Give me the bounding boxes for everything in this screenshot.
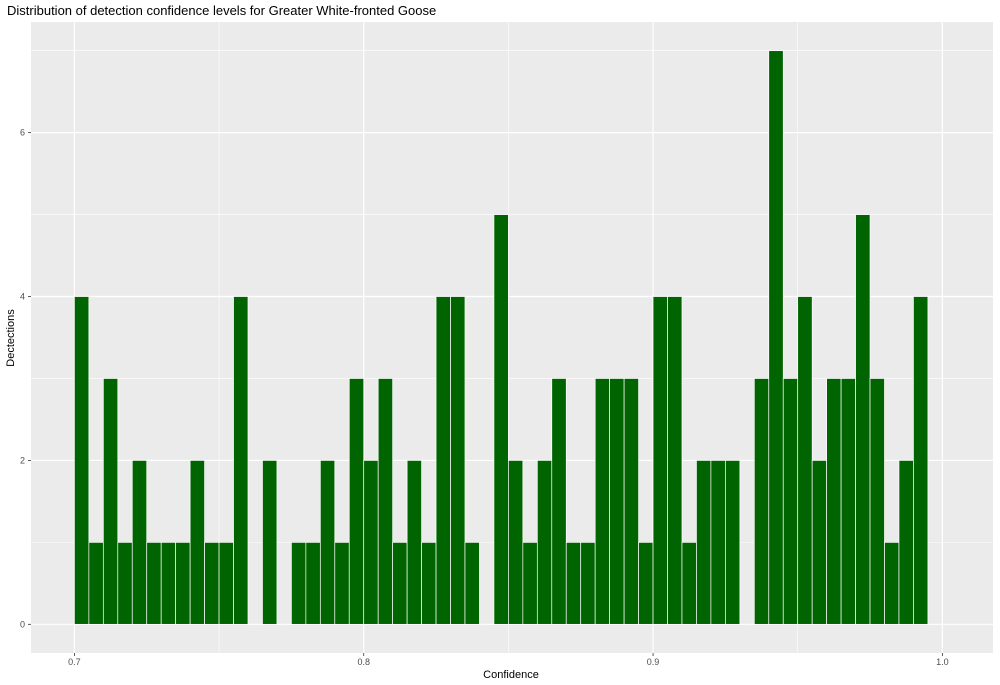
- histogram-bar: [102, 378, 119, 625]
- histogram-bar: [204, 542, 220, 625]
- histogram-bar: [667, 296, 683, 625]
- x-axis-ticks: 0.7 0.8 0.9 1.0: [68, 653, 949, 667]
- y-axis-label: Dectections: [5, 309, 17, 367]
- x-axis-label: Confidence: [483, 669, 539, 681]
- histogram-bar: [406, 460, 422, 625]
- histogram-bar: [840, 378, 856, 625]
- histogram-bar: [464, 542, 480, 625]
- histogram-bar: [233, 296, 249, 625]
- histogram-bar: [88, 542, 104, 625]
- histogram-bar: [117, 542, 133, 625]
- histogram-bar: [493, 214, 509, 625]
- histogram-bar: [696, 460, 712, 625]
- histogram-bar: [753, 378, 770, 625]
- histogram-bar: [869, 378, 885, 625]
- histogram-bar: [175, 542, 191, 625]
- histogram-bar: [291, 542, 307, 625]
- histogram-bar: [262, 460, 278, 625]
- x-tick-label: 0.9: [647, 657, 660, 667]
- chart-title: Distribution of detection confidence lev…: [7, 3, 436, 18]
- y-tick-label: 6: [20, 128, 25, 138]
- histogram-bar: [884, 542, 900, 625]
- histogram-bar: [363, 460, 379, 625]
- histogram-bar: [319, 460, 336, 625]
- histogram-bar: [536, 460, 553, 625]
- x-tick-label: 0.8: [357, 657, 370, 667]
- histogram-bar: [898, 460, 914, 625]
- histogram-bar: [160, 542, 177, 625]
- histogram-bar: [797, 296, 813, 625]
- histogram-bar: [782, 378, 799, 625]
- histogram-bar: [74, 296, 90, 625]
- histogram-bar: [623, 378, 639, 625]
- histogram-bar: [580, 542, 596, 625]
- histogram-bar: [435, 296, 451, 625]
- x-tick-label: 0.7: [68, 657, 81, 667]
- y-tick-label: 4: [20, 292, 25, 302]
- histogram-bar: [826, 378, 842, 625]
- histogram-bar: [609, 378, 625, 625]
- x-tick-label: 1.0: [936, 657, 949, 667]
- histogram-bar: [565, 542, 582, 625]
- histogram-bar: [131, 460, 148, 625]
- y-tick-label: 2: [20, 455, 25, 465]
- histogram-bar: [218, 542, 234, 625]
- histogram-bar: [377, 378, 394, 625]
- histogram-bar: [348, 378, 365, 625]
- histogram-bar: [392, 542, 408, 625]
- histogram-bar: [522, 542, 538, 625]
- histogram-bar: [305, 542, 321, 625]
- histogram-bar: [638, 542, 654, 625]
- histogram-bar: [855, 214, 871, 625]
- bars: [74, 50, 929, 625]
- histogram-bar: [551, 378, 567, 625]
- histogram-bar: [450, 296, 466, 625]
- histogram-bar: [334, 542, 350, 625]
- histogram-bar: [189, 460, 205, 625]
- histogram-bar: [710, 460, 726, 625]
- y-axis-ticks: 0 2 4 6: [20, 128, 31, 629]
- histogram-bar: [508, 460, 524, 625]
- histogram-bar: [421, 542, 437, 625]
- histogram-bar: [146, 542, 162, 625]
- histogram-bar: [681, 542, 697, 625]
- histogram-bar: [594, 378, 610, 625]
- histogram-bar: [913, 296, 929, 625]
- histogram-bar: [725, 460, 741, 625]
- y-tick-label: 0: [20, 619, 25, 629]
- histogram-bar: [811, 460, 827, 625]
- histogram-bar: [652, 296, 668, 625]
- histogram-bar: [768, 50, 784, 625]
